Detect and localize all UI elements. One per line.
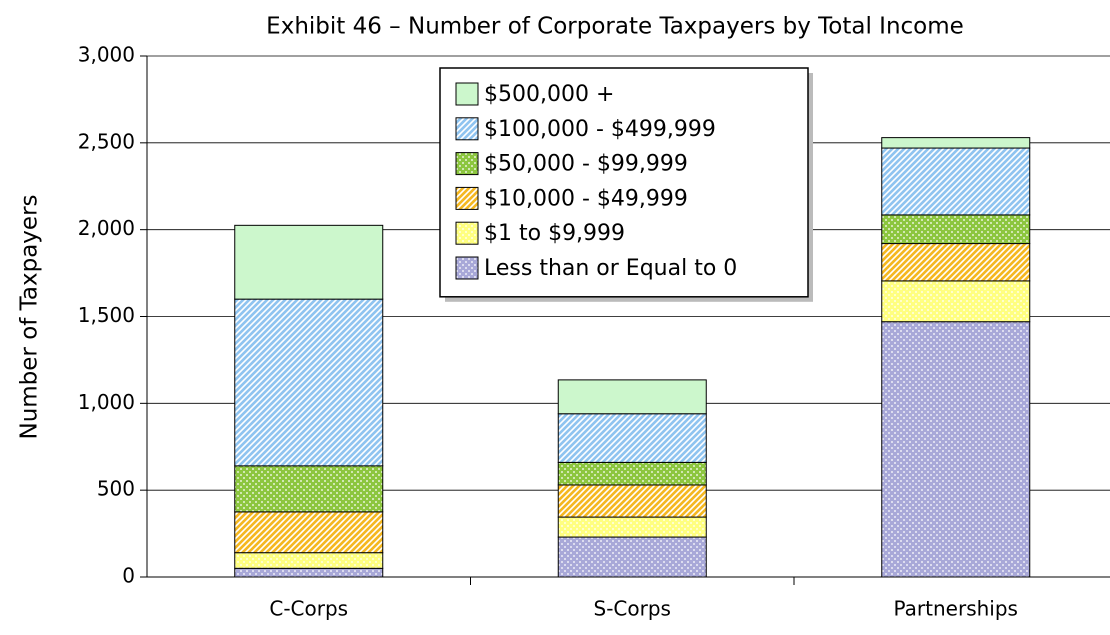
bar-segment — [881, 147, 1031, 216]
bar-segment — [881, 137, 1031, 149]
legend-swatch — [455, 82, 479, 106]
legend-swatch — [455, 221, 479, 245]
bar-segment — [234, 224, 384, 300]
bar-segment — [234, 567, 384, 578]
bar-segment — [234, 511, 384, 554]
x-tick-label: C-Corps — [269, 597, 348, 621]
legend-label: Less than or Equal to 0 — [484, 256, 737, 281]
bar-segment — [881, 321, 1031, 578]
x-tick-label: S-Corps — [594, 597, 671, 621]
bar-segment — [881, 243, 1031, 282]
y-axis-label: Number of Taxpayers — [17, 194, 43, 439]
y-tick-label: 3,000 — [78, 43, 135, 67]
legend-swatch — [455, 186, 479, 210]
y-tick-label: 0 — [122, 564, 135, 588]
bar-segment — [557, 379, 707, 415]
legend-label: $100,000 - $499,999 — [484, 117, 716, 142]
legend-label: $500,000 + — [484, 82, 614, 107]
y-tick-label: 2,500 — [78, 129, 135, 153]
bar-segment — [234, 465, 384, 513]
legend-swatch — [455, 117, 479, 141]
bar-segment — [557, 461, 707, 486]
y-tick-label: 500 — [97, 477, 135, 501]
chart-title: Exhibit 46 – Number of Corporate Taxpaye… — [266, 14, 964, 40]
bar-segment — [557, 536, 707, 578]
bar-segment — [881, 280, 1031, 323]
bar-segment — [557, 413, 707, 463]
bar-segment — [234, 298, 384, 467]
bar-segment — [557, 516, 707, 538]
legend-label: $1 to $9,999 — [484, 221, 625, 246]
bar-segment — [557, 484, 707, 518]
y-tick-label: 2,000 — [78, 216, 135, 240]
legend — [439, 67, 809, 298]
legend-label: $50,000 - $99,999 — [484, 152, 688, 177]
legend-swatch — [455, 256, 479, 280]
legend-label: $10,000 - $49,999 — [484, 186, 688, 211]
y-tick-label: 1,500 — [78, 303, 135, 327]
y-tick-label: 1,000 — [78, 390, 135, 414]
legend-swatch — [455, 152, 479, 176]
bar-segment — [881, 214, 1031, 245]
bar-segment — [234, 552, 384, 569]
x-tick-label: Partnerships — [894, 597, 1018, 621]
